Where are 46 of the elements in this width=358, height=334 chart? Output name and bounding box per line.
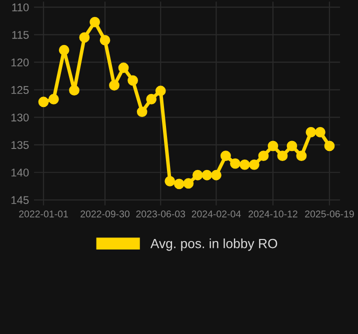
y-tick-label: 130 bbox=[11, 114, 29, 122]
point bbox=[155, 86, 166, 96]
point bbox=[220, 150, 231, 162]
point bbox=[211, 170, 222, 180]
point bbox=[239, 159, 250, 170]
point bbox=[128, 75, 138, 86]
point bbox=[38, 96, 49, 108]
point bbox=[306, 126, 316, 138]
point bbox=[174, 178, 184, 190]
point bbox=[296, 150, 307, 162]
point bbox=[58, 44, 70, 56]
point bbox=[146, 94, 157, 104]
x-tick-label: 2023-06-03 bbox=[136, 210, 186, 218]
point bbox=[69, 85, 80, 96]
point bbox=[48, 94, 59, 104]
x-tick-label: 2022-01-01 bbox=[19, 210, 68, 218]
x-tick-label: 2024-02-04 bbox=[192, 210, 241, 218]
y-tick-label: 135 bbox=[11, 141, 29, 149]
y-tick-label: 145 bbox=[11, 196, 29, 204]
point bbox=[136, 106, 148, 118]
point bbox=[268, 140, 278, 152]
point bbox=[258, 150, 269, 162]
point bbox=[277, 150, 288, 162]
y-tick-label: 120 bbox=[11, 58, 29, 66]
y-tick-label: 110 bbox=[12, 3, 29, 12]
y-tick-label: 115 bbox=[12, 31, 29, 39]
legend-label: Avg. pos. in lobby RO bbox=[150, 238, 278, 251]
point bbox=[90, 16, 100, 28]
point bbox=[324, 140, 335, 152]
x-tick-label: 2025-06-19 bbox=[305, 210, 354, 218]
point bbox=[202, 170, 212, 180]
point bbox=[183, 178, 194, 189]
point bbox=[109, 80, 120, 91]
x-tick-label: 2024-10-12 bbox=[248, 210, 298, 218]
y-tick-label: 125 bbox=[11, 86, 29, 94]
point bbox=[79, 32, 90, 43]
point bbox=[248, 159, 260, 170]
y-tick-label: 140 bbox=[11, 168, 29, 177]
point bbox=[286, 140, 298, 152]
point bbox=[315, 126, 326, 138]
point bbox=[100, 35, 110, 46]
point bbox=[118, 62, 129, 73]
point bbox=[230, 158, 240, 169]
x-tick-label: 2022-09-30 bbox=[80, 210, 130, 218]
point bbox=[164, 176, 176, 186]
point bbox=[192, 170, 203, 180]
